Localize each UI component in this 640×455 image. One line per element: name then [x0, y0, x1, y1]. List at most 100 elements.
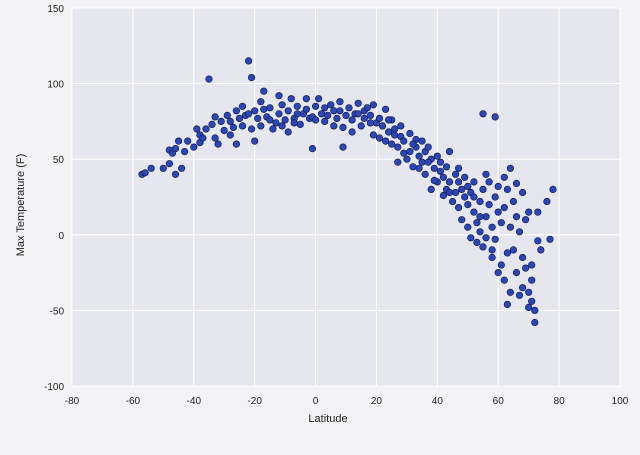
- data-point: [366, 111, 375, 119]
- data-point: [433, 152, 441, 160]
- data-point: [336, 107, 344, 115]
- y-tick-label: -100: [44, 382, 64, 393]
- data-point: [482, 213, 490, 221]
- data-point: [354, 110, 362, 118]
- data-point: [400, 149, 408, 157]
- data-point: [284, 128, 292, 136]
- data-point: [251, 107, 259, 115]
- data-point: [430, 176, 438, 184]
- data-point: [491, 113, 499, 121]
- data-point: [339, 143, 347, 151]
- data-point: [260, 105, 268, 113]
- data-point: [449, 197, 457, 206]
- data-point: [409, 140, 417, 148]
- data-point: [312, 102, 320, 110]
- data-point: [296, 120, 304, 128]
- data-point: [467, 234, 475, 242]
- data-point: [385, 128, 393, 136]
- data-point: [348, 128, 356, 136]
- data-point: [308, 145, 317, 153]
- data-point: [442, 163, 451, 171]
- x-tick-label: 20: [371, 396, 383, 407]
- data-point: [336, 98, 344, 106]
- data-point: [375, 134, 384, 142]
- data-point: [518, 188, 527, 197]
- data-point: [546, 235, 554, 243]
- data-points: [138, 57, 557, 327]
- data-point: [409, 163, 417, 171]
- data-point: [199, 134, 207, 142]
- data-point: [503, 300, 512, 309]
- data-point: [342, 111, 350, 119]
- data-point: [345, 104, 353, 112]
- y-tick-label: -50: [50, 306, 65, 317]
- data-point: [272, 119, 280, 127]
- data-point: [293, 102, 301, 110]
- data-point: [537, 246, 545, 254]
- data-point: [278, 122, 286, 130]
- data-point: [403, 155, 411, 163]
- data-point: [518, 253, 527, 262]
- data-point: [369, 131, 378, 139]
- data-point: [360, 114, 368, 122]
- data-point: [315, 95, 323, 103]
- data-point: [266, 116, 274, 124]
- x-tick-label: 100: [612, 396, 629, 407]
- x-tick-label: -20: [247, 396, 262, 407]
- data-point: [485, 178, 493, 186]
- data-point: [205, 75, 213, 83]
- data-point: [330, 122, 338, 130]
- data-point: [452, 188, 460, 197]
- x-tick-label: -80: [65, 396, 80, 407]
- data-point: [549, 185, 557, 193]
- data-point: [525, 208, 533, 216]
- data-point: [531, 318, 539, 327]
- data-point: [488, 253, 496, 262]
- grid: [71, 7, 621, 387]
- data-point: [531, 306, 539, 315]
- data-point: [512, 269, 521, 277]
- data-point: [479, 243, 487, 251]
- data-point: [147, 164, 155, 172]
- data-point: [269, 125, 277, 133]
- data-point: [275, 110, 283, 118]
- data-point: [293, 110, 301, 118]
- data-point: [470, 208, 478, 216]
- data-point: [470, 193, 478, 201]
- data-point: [321, 117, 329, 125]
- y-tick-label: 100: [47, 80, 64, 91]
- data-point: [424, 143, 432, 151]
- data-point: [394, 158, 402, 166]
- data-point: [327, 101, 335, 109]
- data-point: [406, 148, 414, 156]
- data-point: [226, 117, 234, 125]
- data-point: [248, 125, 256, 133]
- data-point: [473, 238, 481, 246]
- data-point: [521, 264, 530, 272]
- x-tick-label: 0: [313, 396, 319, 407]
- data-point: [421, 170, 429, 178]
- data-point: [503, 249, 512, 257]
- data-point: [214, 140, 222, 148]
- data-point: [509, 197, 518, 206]
- data-point: [238, 102, 247, 110]
- data-point: [193, 125, 201, 133]
- x-axis-label: Latitude: [308, 413, 347, 425]
- data-point: [439, 191, 448, 200]
- data-point: [482, 234, 490, 242]
- data-point: [400, 137, 408, 145]
- data-point: [458, 185, 466, 193]
- data-point: [436, 167, 445, 175]
- data-point: [375, 114, 384, 122]
- data-point: [445, 188, 454, 197]
- data-point: [312, 116, 320, 124]
- x-tick-label: -40: [187, 396, 202, 407]
- data-point: [232, 107, 240, 115]
- data-point: [330, 107, 338, 115]
- data-point: [302, 105, 311, 113]
- data-point: [175, 137, 183, 145]
- data-point: [439, 173, 448, 181]
- data-point: [290, 119, 298, 127]
- x-tick-label: -60: [126, 396, 141, 407]
